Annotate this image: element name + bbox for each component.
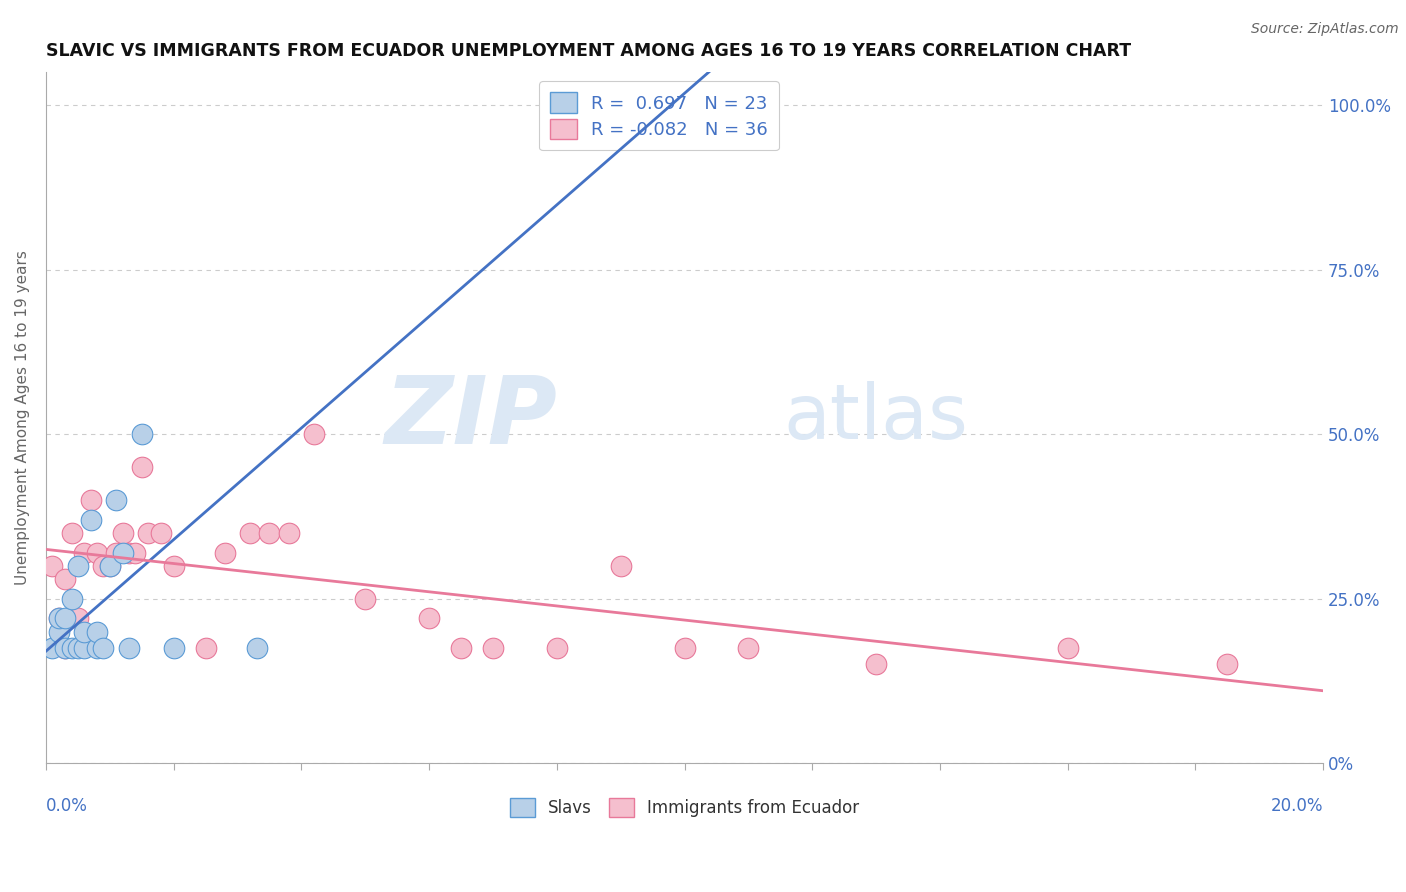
Point — [98, 558, 121, 573]
Point — [277, 525, 299, 540]
Point — [450, 640, 472, 655]
Point — [149, 525, 172, 540]
Point — [66, 640, 89, 655]
Point — [609, 558, 631, 573]
Point — [60, 525, 83, 540]
Point — [239, 525, 262, 540]
Point — [48, 611, 70, 625]
Point — [737, 640, 759, 655]
Text: ZIP: ZIP — [384, 372, 557, 464]
Point — [194, 640, 217, 655]
Y-axis label: Unemployment Among Ages 16 to 19 years: Unemployment Among Ages 16 to 19 years — [15, 251, 30, 585]
Point — [1216, 657, 1239, 672]
Point — [246, 640, 269, 655]
Point — [53, 640, 76, 655]
Point — [163, 640, 186, 655]
Point — [118, 546, 141, 560]
Point — [60, 591, 83, 606]
Point — [546, 640, 568, 655]
Point — [86, 546, 108, 560]
Point — [41, 558, 63, 573]
Point — [131, 460, 153, 475]
Point — [93, 558, 115, 573]
Point — [60, 640, 83, 655]
Point — [163, 558, 186, 573]
Text: Source: ZipAtlas.com: Source: ZipAtlas.com — [1251, 22, 1399, 37]
Point — [583, 98, 606, 112]
Point — [354, 591, 377, 606]
Point — [98, 558, 121, 573]
Point — [53, 572, 76, 586]
Point — [86, 624, 108, 639]
Point — [124, 546, 146, 560]
Point — [105, 493, 128, 508]
Point — [136, 525, 159, 540]
Point — [79, 513, 101, 527]
Point — [482, 640, 505, 655]
Point — [111, 525, 134, 540]
Point — [79, 493, 101, 508]
Legend: Slavs, Immigrants from Ecuador: Slavs, Immigrants from Ecuador — [503, 791, 866, 824]
Point — [418, 611, 440, 625]
Text: 0.0%: 0.0% — [46, 797, 87, 815]
Point — [73, 640, 96, 655]
Point — [48, 611, 70, 625]
Point — [73, 546, 96, 560]
Point — [93, 640, 115, 655]
Point — [302, 427, 325, 442]
Point — [118, 640, 141, 655]
Point — [66, 558, 89, 573]
Point — [66, 611, 89, 625]
Point — [131, 427, 153, 442]
Point — [214, 546, 236, 560]
Point — [53, 611, 76, 625]
Point — [41, 640, 63, 655]
Point — [1056, 640, 1078, 655]
Text: SLAVIC VS IMMIGRANTS FROM ECUADOR UNEMPLOYMENT AMONG AGES 16 TO 19 YEARS CORRELA: SLAVIC VS IMMIGRANTS FROM ECUADOR UNEMPL… — [46, 42, 1130, 60]
Point — [259, 525, 281, 540]
Point — [673, 640, 696, 655]
Point — [53, 640, 76, 655]
Point — [105, 546, 128, 560]
Point — [86, 640, 108, 655]
Text: atlas: atlas — [783, 381, 969, 455]
Text: 20.0%: 20.0% — [1271, 797, 1323, 815]
Point — [111, 546, 134, 560]
Point — [73, 624, 96, 639]
Point — [865, 657, 887, 672]
Point — [48, 624, 70, 639]
